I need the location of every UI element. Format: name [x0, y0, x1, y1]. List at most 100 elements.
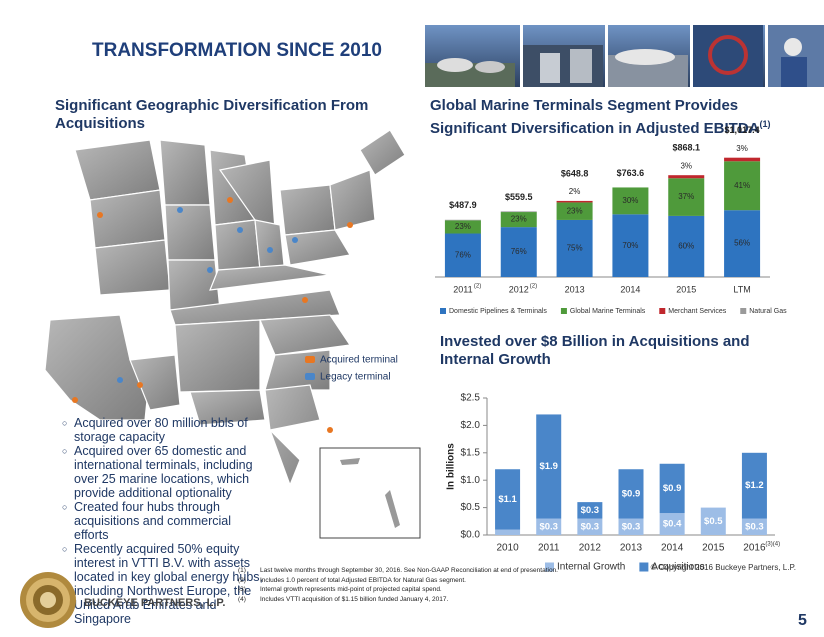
total-label: $763.6	[617, 168, 645, 178]
value-label: 75%	[567, 244, 583, 253]
total-label: $487.9	[449, 200, 477, 210]
legend-label: Internal Growth	[557, 562, 625, 573]
x-tick-label: 2012	[579, 543, 602, 554]
terminal-map: Acquired terminal Legacy terminal	[44, 130, 421, 539]
map-legend-label: Acquired terminal	[320, 355, 398, 366]
x-tick-note: (3)(4)	[765, 542, 780, 548]
x-tick-label: 2014	[620, 284, 640, 294]
footnote: (4) Includes VTTI acquisition of $1.15 bi…	[238, 595, 558, 605]
value-label: 60%	[678, 242, 694, 251]
bullet-list: Acquired over 80 million bbls of storage…	[62, 416, 267, 626]
value-label: $1.2	[745, 480, 764, 491]
value-label: $1.1	[498, 494, 517, 505]
value-label: 76%	[511, 247, 527, 256]
bar-segment	[741, 518, 767, 535]
bar-segment	[556, 219, 593, 277]
bar-segment	[536, 414, 562, 519]
bar-segment	[500, 227, 537, 277]
y-tick-label: $1.5	[461, 447, 481, 458]
legend-label: Global Marine Terminals	[570, 308, 646, 315]
x-tick-label: 2013	[565, 284, 585, 294]
value-label: 3%	[680, 161, 692, 170]
bar-segment	[700, 507, 726, 535]
footnote: (2) Includes 1.0 percent of total Adjuste…	[238, 576, 558, 586]
x-tick-label: 2016	[743, 543, 766, 554]
bar-segment	[556, 200, 593, 203]
footnote-text: Includes 1.0 percent of total Adjusted E…	[260, 576, 466, 584]
bar-segment	[444, 220, 481, 234]
value-label: $0.3	[745, 521, 764, 532]
bar-segment	[724, 157, 761, 162]
bar-segment	[668, 178, 705, 216]
bar-segment	[577, 518, 603, 535]
value-label: $0.3	[539, 521, 558, 532]
slide-title: TRANSFORMATION SINCE 2010	[92, 40, 382, 61]
legend-swatch	[740, 308, 747, 314]
map-heading: Significant Geographic Diversification F…	[55, 97, 369, 132]
bar-segment	[668, 215, 705, 277]
value-label: $0.4	[663, 519, 682, 530]
value-label: 23%	[455, 222, 471, 231]
bar-segment	[500, 211, 537, 213]
y-tick-label: $0.0	[461, 530, 481, 541]
legend-label: Natural Gas	[749, 308, 787, 315]
legend-swatch	[639, 562, 649, 572]
y-tick-label: $1.0	[461, 475, 481, 486]
x-tick-label: 2014	[661, 543, 684, 554]
x-tick-label: 2015	[676, 284, 696, 294]
value-label: $0.9	[663, 483, 682, 494]
company-name: BUCKEYE PARTNERS, L.P.	[84, 597, 226, 609]
legend-label: Acquisitions	[651, 562, 704, 573]
value-label: 70%	[622, 241, 638, 250]
legend-swatch	[560, 308, 567, 314]
logo	[20, 572, 76, 628]
legend-swatch	[440, 308, 446, 314]
y-tick-label: $2.0	[461, 420, 481, 431]
value-label: $0.9	[622, 488, 641, 499]
bar-segment	[741, 452, 767, 519]
chart-title: Invested over $8 Billion in Acquisitions…	[440, 333, 750, 368]
legend-label: Merchant Services	[668, 308, 726, 315]
bar-segment	[724, 161, 761, 211]
total-label: $559.5	[505, 192, 533, 202]
value-label: $0.3	[581, 505, 600, 516]
value-label: 56%	[734, 239, 750, 248]
value-label: $0.3	[581, 521, 600, 532]
chart-title-text: Global Marine Terminals Segment Provides…	[430, 97, 760, 137]
bar-segment	[536, 518, 562, 535]
footnote-text: Last twelve months through September 30,…	[260, 567, 558, 574]
x-tick-note: (2)	[474, 284, 481, 290]
bar-segment	[612, 187, 649, 215]
bar-segment	[495, 469, 521, 530]
page-number: 5	[798, 612, 807, 629]
bullet: Created four hubs through acquisitions a…	[62, 500, 267, 542]
total-label: $868.1	[672, 143, 700, 153]
photo-strip	[425, 25, 824, 87]
x-tick-label: 2010	[496, 543, 519, 554]
value-label: $0.3	[622, 521, 641, 532]
footnote-marker: (3)	[238, 586, 246, 593]
footnote-marker: (4)	[238, 595, 246, 603]
copyright: © Copyright 2016 Buckeye Partners, L.P.	[650, 563, 796, 572]
bar-segment	[659, 463, 685, 514]
map-legend-label: Legacy terminal	[320, 372, 391, 383]
y-tick-label: $0.5	[461, 502, 481, 513]
value-label: 37%	[678, 192, 694, 201]
value-label: 23%	[567, 206, 583, 215]
chart-title: Global Marine Terminals Segment Provides…	[430, 97, 780, 138]
x-tick-label: LTM	[733, 284, 750, 294]
bar-segment	[668, 175, 705, 179]
bar-segment	[659, 513, 685, 535]
bullet: Acquired over 65 domestic and internatio…	[62, 444, 267, 500]
bullet: Acquired over 80 million bbls of storage…	[62, 416, 267, 444]
legend-swatch	[545, 562, 554, 572]
total-label: $648.8	[561, 168, 589, 178]
bar-segment	[556, 202, 593, 220]
title-note: (1)	[759, 119, 771, 129]
bar-segment	[500, 212, 537, 228]
value-label: 41%	[734, 181, 750, 190]
footnotes: (1) Last twelve months through September …	[238, 566, 558, 604]
legend-swatch	[659, 308, 666, 314]
value-label: 23%	[511, 215, 527, 224]
